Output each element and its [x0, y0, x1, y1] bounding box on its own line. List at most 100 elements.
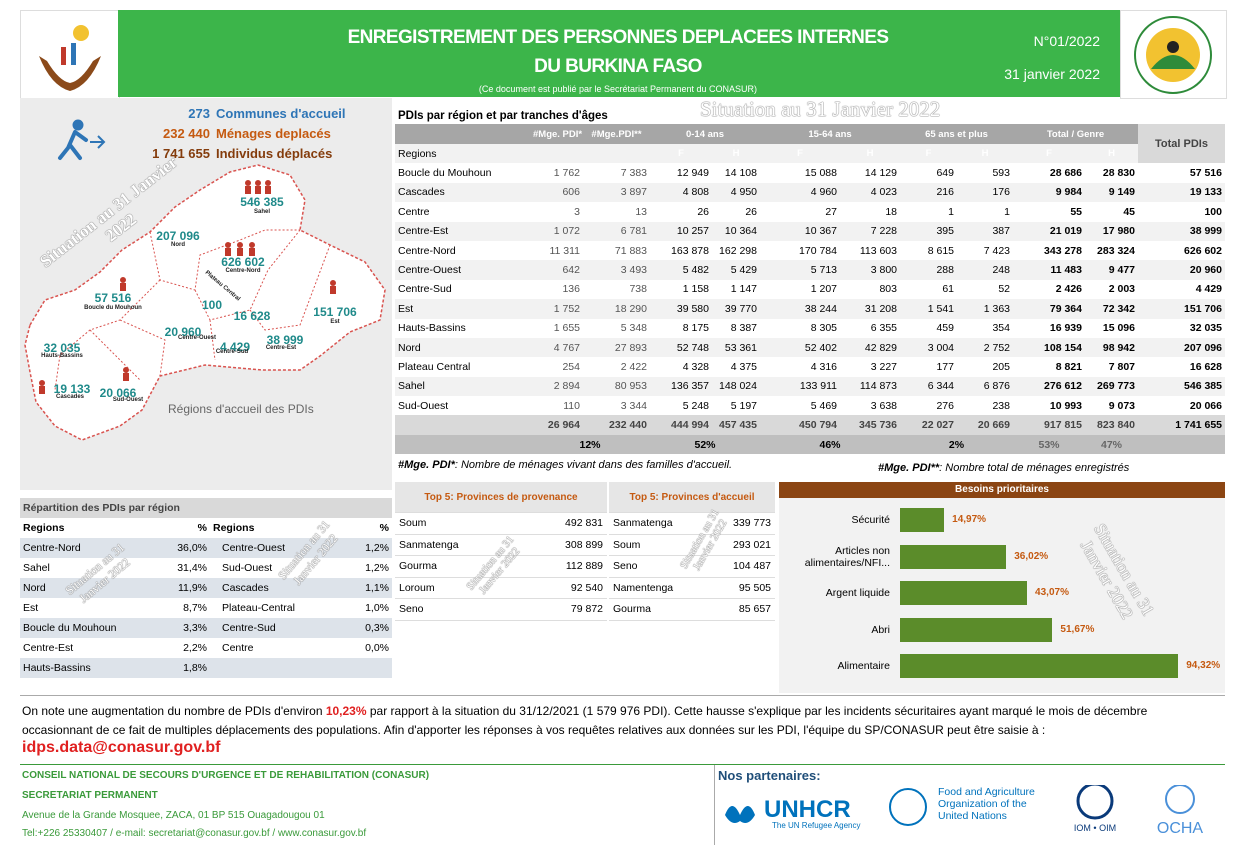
map: [24, 119, 386, 441]
header-cell: H: [957, 144, 1013, 164]
cell: 649: [936, 167, 954, 180]
separator: [20, 695, 1225, 696]
chart-title: Besoins prioritaires: [779, 482, 1225, 498]
cell: 1 741 655: [1138, 415, 1225, 435]
cell: 3 227: [870, 360, 897, 373]
data-row: Plateau Central 254 2 422 4 328 4 375 4 316 3 …: [395, 357, 1225, 376]
cell: Soum: [395, 512, 535, 535]
cell: 20 960: [1138, 260, 1225, 280]
cell: Est: [23, 602, 39, 614]
cell: 31,4%: [177, 562, 207, 574]
cell: 55: [1070, 205, 1082, 218]
logo: [1134, 16, 1212, 94]
cell: Cascades: [395, 182, 530, 203]
fao-logo: [889, 788, 927, 826]
data-row: Boucle du Mouhoun 1 762 7 383 12 949 14 108 1…: [395, 163, 1225, 182]
cell: 110: [563, 399, 580, 412]
header-cell: [583, 144, 650, 164]
cell: 21 019: [1013, 221, 1085, 241]
cell: Namentenga: [609, 577, 709, 599]
cell: Centre-Nord: [20, 538, 150, 558]
cell: 1,1%: [342, 578, 393, 598]
region-name: Nord: [171, 242, 185, 248]
cell: 1,0%: [365, 602, 390, 614]
region-value: 100: [201, 298, 223, 312]
ocha-logo: [1165, 785, 1195, 814]
data-row: Centre-Sud 136 738 1 158 1 147 1 207 803 61 52 2 …: [395, 280, 1225, 299]
cell: 308 899: [535, 534, 608, 556]
cell: 28 686: [1049, 167, 1082, 180]
cell: 1,2%: [342, 538, 393, 558]
cell: 254: [562, 360, 580, 373]
logo-box: [1120, 10, 1227, 99]
cell: 288: [900, 260, 957, 280]
cell: 151 706: [1138, 299, 1225, 319]
cell: 71 883: [614, 244, 647, 257]
cell: Seno: [395, 598, 535, 621]
cell: 177: [936, 360, 954, 373]
region-borders: [54, 229, 331, 391]
cell: 95 505: [709, 577, 776, 599]
value-label: 94,32%: [1186, 660, 1221, 671]
cell: 3 344: [620, 399, 647, 412]
cell: Sahel: [395, 376, 530, 397]
cell: 276 612: [1013, 376, 1085, 397]
cell: Sahel: [23, 562, 50, 574]
footer-secretariat: SECRETARIAT PERMANENT: [22, 790, 158, 801]
separator: [714, 765, 715, 845]
cell: 345 736: [840, 415, 900, 435]
data-row: Gourma 112 889: [395, 555, 608, 578]
bar: [900, 654, 1179, 678]
cell: 148 024: [712, 376, 760, 397]
summary-label: Individus déplacés: [216, 146, 333, 161]
cell: 18 290: [583, 299, 650, 319]
note: #Mge. PDI**: Nombre total de ménages enr…: [878, 462, 1129, 474]
header-cell: Top 5: Provinces de provenance: [395, 482, 608, 513]
cell: 39 770: [712, 299, 760, 319]
region-value: 626 602: [221, 255, 265, 269]
cell: 10 257: [650, 221, 712, 241]
cell: 1 207: [810, 283, 837, 296]
cell: Soum: [609, 534, 709, 556]
cell: 5 429: [712, 260, 760, 280]
value-label: 51,67%: [1060, 623, 1095, 635]
cell: 5 197: [730, 399, 757, 412]
bulletin-number: N°01/2022: [1033, 33, 1100, 49]
summary-value: 232 440: [163, 126, 210, 141]
cell: 2 422: [620, 360, 647, 373]
cell: 1 072: [530, 221, 583, 241]
cell: 176: [957, 182, 1013, 203]
fao-name: Organization of the: [938, 798, 1027, 810]
footer-address: Avenue de la Grande Mosquee, ZACA, 01 BP…: [22, 810, 325, 821]
header-cell: 0-14 ans: [650, 124, 760, 144]
region-name: Cascades: [55, 394, 85, 400]
cell: 387: [957, 221, 1013, 241]
cell: 163 878: [671, 244, 709, 257]
cell: 47%: [1085, 434, 1138, 455]
data-row: Boucle du Mouhoun 3,3% Centre-Sud 0,3%: [20, 618, 393, 638]
cell: Est: [395, 299, 530, 319]
cell: 276: [936, 399, 954, 412]
cell: 293 021: [709, 534, 776, 556]
cell: 3: [574, 205, 580, 218]
header-cell: H: [712, 144, 760, 164]
category-label: Articles non alimentaires/NFI...: [804, 544, 890, 569]
runner-icon: [58, 119, 106, 160]
header-row: Top 5: Provinces de provenance: [395, 482, 608, 513]
cell: 6 344: [900, 376, 957, 397]
footer-org: CONSEIL NATIONAL DE SECOURS D'URGENCE ET…: [22, 770, 430, 781]
cell: 27: [825, 205, 837, 218]
cell: 232 440: [583, 415, 650, 435]
cell: 80 953: [583, 376, 650, 397]
header-cell: Total PDIs: [1138, 124, 1225, 164]
cell: 1: [1004, 205, 1010, 218]
cell: 7 807: [1108, 360, 1135, 373]
cell: 8 821: [1055, 360, 1082, 373]
bar: [900, 581, 1028, 605]
cell: 207 096: [1138, 337, 1225, 358]
cell: 1 752: [530, 299, 583, 319]
cell: 11 483: [1013, 260, 1085, 280]
cell: 20 066: [1189, 399, 1222, 412]
cell: 1 655: [553, 322, 580, 335]
